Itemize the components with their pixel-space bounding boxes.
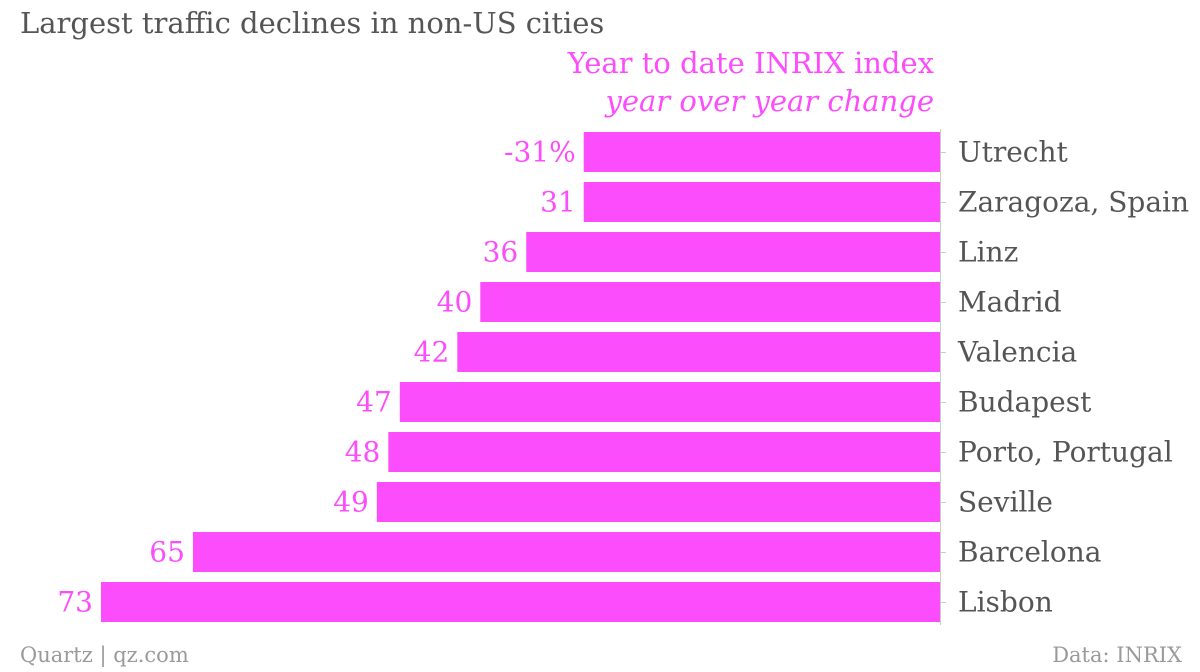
chart-title: Largest traffic declines in non-US citie… (20, 6, 605, 40)
bar-value-label: 73 (57, 586, 93, 619)
category-label: Seville (958, 486, 1053, 519)
bar-value-label: -31% (504, 136, 576, 169)
bar-value-label: 47 (356, 386, 392, 419)
category-label: Barcelona (958, 536, 1101, 569)
bar-utrecht (583, 132, 940, 172)
category-label: Porto, Portugal (958, 436, 1173, 469)
bar-value-label: 65 (149, 536, 185, 569)
bar-value-label: 48 (345, 436, 381, 469)
bar-linz (526, 232, 940, 272)
bar-value-label: 36 (483, 236, 519, 269)
footer-credit: Quartz | qz.com (20, 643, 189, 667)
bar-value-label: 42 (414, 336, 450, 369)
bar-value-label: 49 (333, 486, 369, 519)
bar-value-label: 31 (540, 186, 576, 219)
bar-value-label: 40 (437, 286, 473, 319)
category-label: Lisbon (958, 586, 1053, 619)
category-label: Utrecht (958, 136, 1069, 169)
category-label: Madrid (958, 286, 1062, 319)
category-label: Budapest (958, 386, 1092, 419)
bar-budapest (399, 382, 941, 422)
bar-zaragoza-spain (583, 182, 940, 222)
bar-barcelona (192, 532, 941, 572)
category-label: Linz (958, 236, 1018, 269)
bar-madrid (480, 282, 940, 322)
category-label: Valencia (957, 336, 1077, 369)
bar-seville (376, 482, 941, 522)
category-label: Zaragoza, Spain (958, 186, 1189, 219)
bar-valencia (457, 332, 940, 372)
bar-lisbon (101, 582, 940, 622)
footer-data-source: Data: INRIX (1052, 643, 1182, 667)
chart-header-line1: Year to date INRIX index (567, 46, 934, 80)
chart-header-line2: year over year change (605, 84, 934, 118)
bar-porto-portugal (388, 432, 941, 472)
